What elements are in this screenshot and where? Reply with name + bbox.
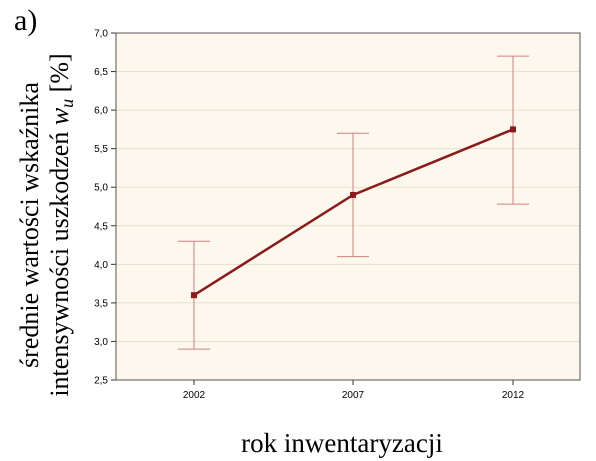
y-tick-label: 5,5	[94, 144, 108, 155]
y-tick-label: 7,0	[94, 29, 108, 40]
y-tick-label: 4,0	[94, 260, 108, 271]
y-axis-title-line2: intensywności uszkodzeń wu [%]	[45, 53, 77, 396]
x-axis-title: rok inwentaryzacji	[241, 428, 443, 458]
y-tick-label: 6,5	[94, 67, 108, 78]
x-tick-label: 2002	[183, 390, 206, 401]
plot-area	[116, 33, 580, 380]
y-axis-title: średnie wartości wskaźnika intensywności…	[15, 53, 77, 396]
data-point	[350, 191, 356, 198]
plot-frame	[115, 32, 581, 381]
panel-label: a)	[14, 4, 37, 37]
y-axis-title-subscript: u	[57, 99, 77, 108]
y-tick-label: 3,0	[94, 337, 108, 348]
y-tick-label: 3,5	[94, 298, 108, 309]
y-tick-label: 2,5	[94, 376, 108, 387]
data-point	[191, 292, 197, 299]
data-point	[510, 126, 516, 133]
y-axis-title-variable: w	[45, 107, 74, 125]
y-tick-label: 6,0	[94, 106, 108, 117]
x-tick-label: 2012	[502, 390, 525, 401]
y-tick-label: 4,5	[94, 221, 108, 232]
y-axis-title-prefix: intensywności uszkodzeń	[45, 125, 74, 397]
y-axis-title-line1: średnie wartości wskaźnika	[15, 82, 44, 368]
y-tick-label: 5,0	[94, 183, 108, 194]
x-tick-label: 2007	[342, 390, 365, 401]
y-axis-title-suffix: [%]	[45, 53, 74, 98]
